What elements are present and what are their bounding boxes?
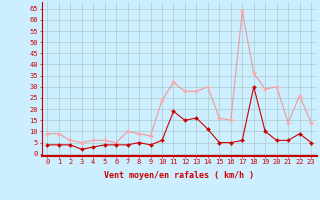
X-axis label: Vent moyen/en rafales ( km/h ): Vent moyen/en rafales ( km/h ) xyxy=(104,171,254,180)
